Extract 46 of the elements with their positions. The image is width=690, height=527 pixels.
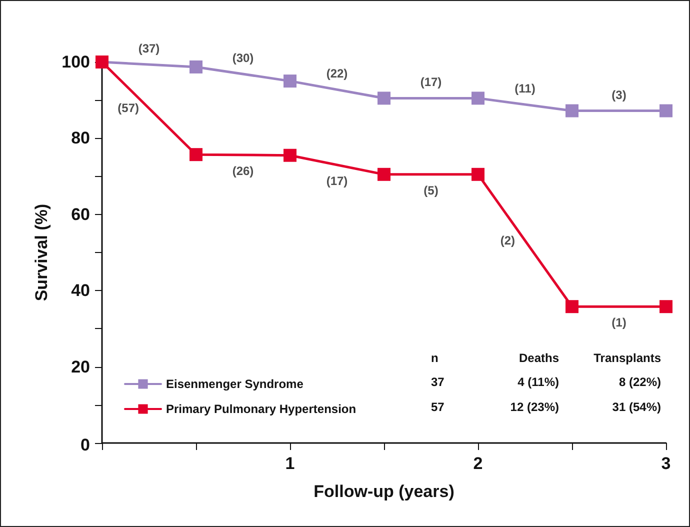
annotation: (22) <box>326 66 348 80</box>
annotation: 37 <box>431 375 445 389</box>
y-tick-label: 0 <box>80 436 90 454</box>
annotation: 8 (22%) <box>618 375 661 389</box>
x-axis-title: Follow-up (years) <box>314 482 454 501</box>
annotation: (30) <box>232 50 254 65</box>
point <box>660 104 672 118</box>
point <box>472 168 484 181</box>
y-axis-title: Survival (%) <box>32 204 51 302</box>
annotation: (5) <box>424 183 438 198</box>
annotation: (37) <box>138 41 160 56</box>
annotation: 31 (54%) <box>612 400 661 414</box>
annotation: Deaths <box>518 351 560 365</box>
point <box>378 168 390 181</box>
annotation: 4 (11%) <box>518 375 559 389</box>
annotation: (1) <box>612 316 626 330</box>
annotation: (11) <box>514 81 536 96</box>
y-tick-label: 80 <box>71 128 90 148</box>
x-tick-label: 1 <box>285 454 295 473</box>
point <box>190 60 202 74</box>
point <box>284 148 296 162</box>
point <box>566 104 578 118</box>
point <box>284 74 296 88</box>
point <box>190 148 202 162</box>
x-tick-label: 3 <box>661 454 671 473</box>
point <box>472 92 484 105</box>
y-tick-label: 20 <box>71 357 90 376</box>
annotation: (3) <box>612 88 626 102</box>
annotation: (57) <box>118 101 139 116</box>
y-tick-label: 60 <box>71 204 90 224</box>
annotation: n <box>431 351 438 365</box>
annotation: (26) <box>232 164 254 178</box>
y-tick-label: 40 <box>71 281 90 300</box>
legend-label: Eisenmenger Syndrome <box>166 377 304 391</box>
point <box>378 92 390 105</box>
legend-label: Primary Pulmonary Hypertension <box>166 402 356 416</box>
annotation: (2) <box>500 233 515 248</box>
annotation: (17) <box>326 174 348 188</box>
point <box>566 300 578 314</box>
point <box>660 300 672 314</box>
y-tick-label: 100 <box>62 52 90 72</box>
annotation: (17) <box>420 75 442 90</box>
annotation: Transplants <box>594 351 662 365</box>
x-tick-label: 2 <box>473 454 483 473</box>
annotation: 12 (23%) <box>510 400 559 414</box>
annotation: 57 <box>431 400 445 414</box>
